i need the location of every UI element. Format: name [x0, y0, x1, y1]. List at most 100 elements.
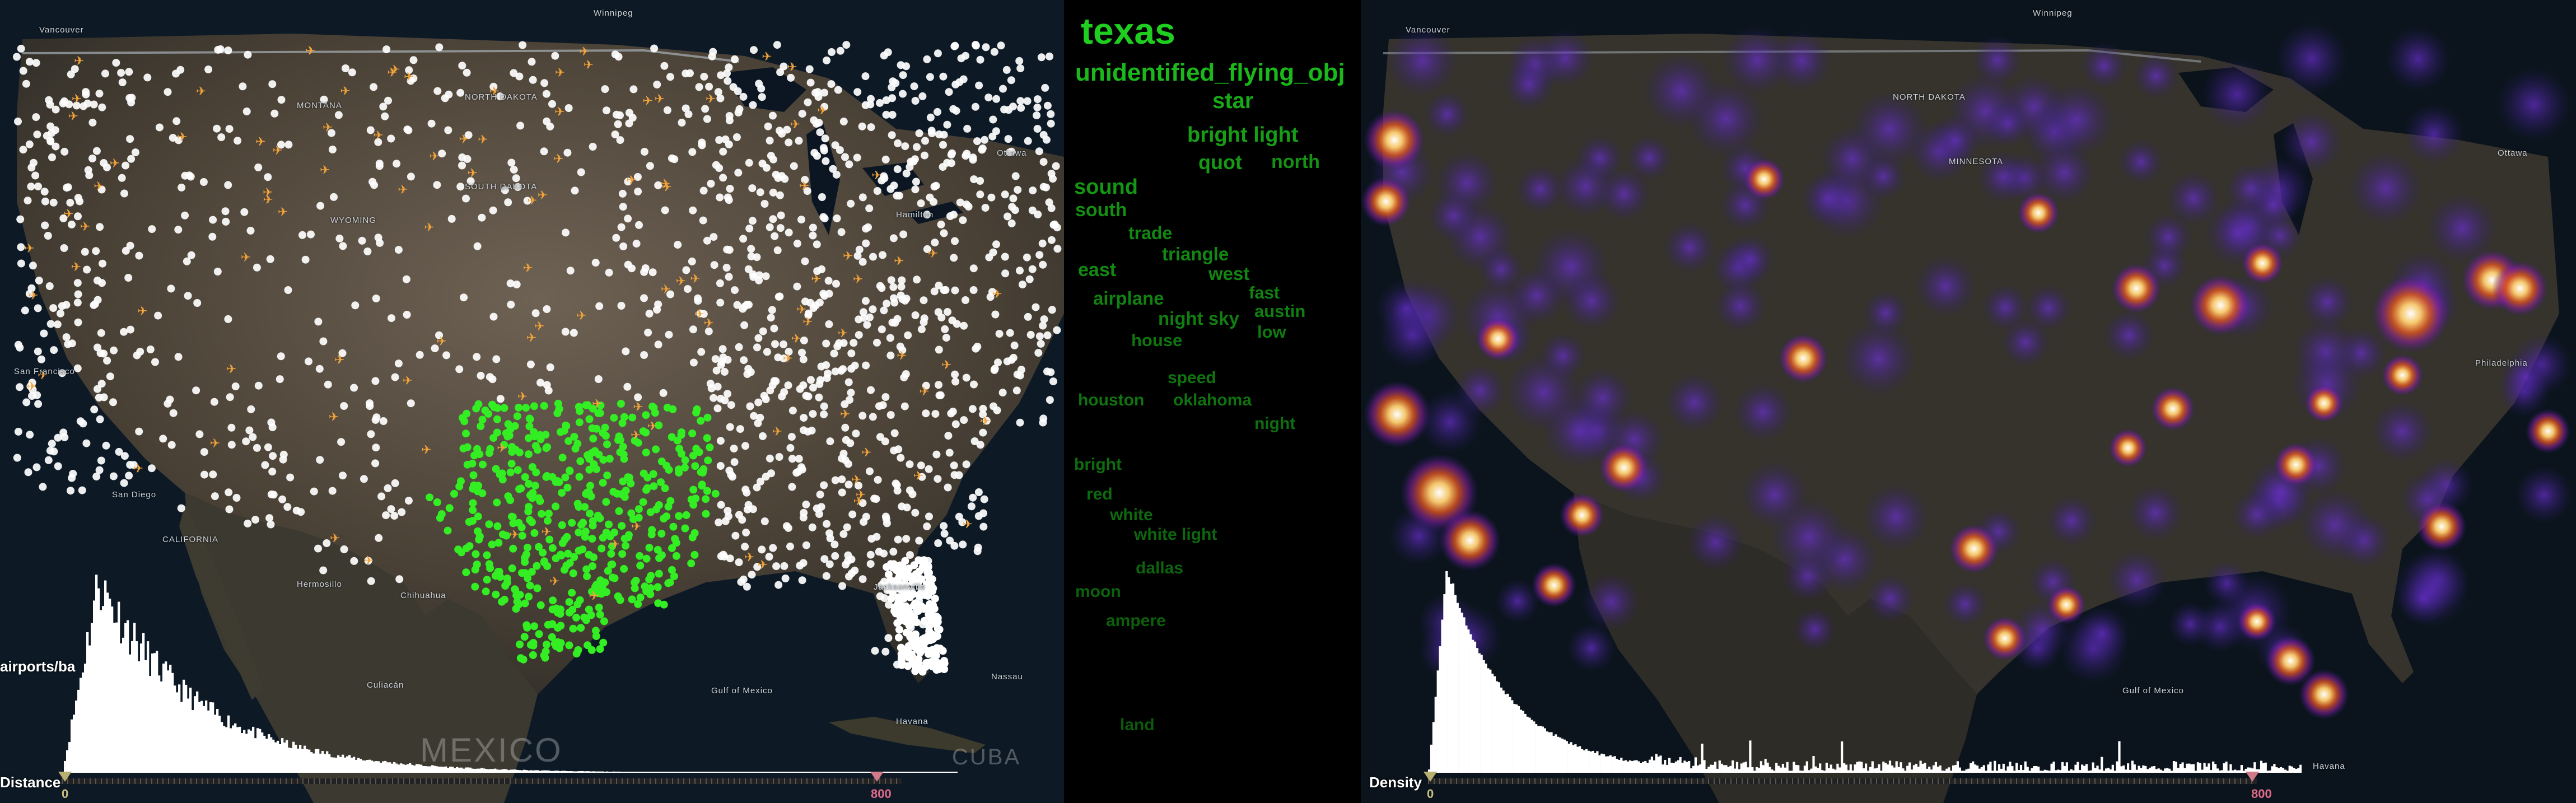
ufo-sighting-point	[34, 347, 42, 356]
ufo-sighting-point	[536, 379, 544, 387]
ufo-sighting-point	[328, 487, 337, 495]
place-label: SOUTH DAKOTA	[465, 182, 538, 192]
ufo-sighting-point	[68, 474, 76, 482]
word-cloud-term[interactable]: houston	[1078, 391, 1145, 409]
histogram-bar	[682, 772, 685, 773]
word-cloud-term[interactable]: triangle	[1162, 244, 1229, 264]
heat-spot	[2190, 274, 2251, 336]
ufo-sighting-point	[710, 261, 718, 269]
ufo-sighting-point	[381, 112, 389, 120]
word-cloud-term[interactable]: airplane	[1093, 288, 1164, 309]
word-cloud-term[interactable]: bright	[1074, 455, 1122, 474]
word-cloud-term[interactable]: house	[1131, 330, 1183, 350]
word-cloud-term[interactable]: south	[1075, 199, 1127, 221]
word-cloud-term[interactable]: speed	[1168, 368, 1216, 387]
ufo-sighting-point	[370, 83, 378, 91]
slider-max-handle[interactable]	[870, 772, 884, 782]
ufo-sighting-point	[589, 562, 596, 570]
histogram-bar	[124, 623, 127, 773]
ufo-sighting-point	[717, 361, 725, 369]
histogram-bar	[398, 764, 400, 773]
histogram-bar	[1866, 771, 1870, 773]
ufo-sighting-point	[458, 62, 466, 70]
heatmap-canvas[interactable]	[1361, 0, 2576, 803]
histogram-bar	[812, 772, 815, 773]
word-cloud-term[interactable]: texas	[1081, 10, 1175, 52]
word-cloud-term[interactable]: trade	[1128, 223, 1173, 243]
word-cloud-term[interactable]: bright light	[1187, 123, 1299, 147]
word-cloud-term[interactable]: white	[1110, 506, 1153, 524]
ufo-sighting-point	[409, 74, 418, 82]
word-cloud-term[interactable]: fast	[1249, 283, 1280, 302]
density-map[interactable]: Vancouver Winnipeg NORTH DAKOTA MINNESOT…	[1361, 0, 2576, 803]
slider-max-handle[interactable]	[2246, 772, 2259, 782]
word-cloud-term[interactable]: oklahoma	[1173, 391, 1252, 409]
ufo-sighting-point	[596, 402, 605, 409]
heat-spot	[2231, 489, 2283, 540]
histogram-bar	[2247, 767, 2250, 773]
histogram-bar	[1710, 764, 1712, 773]
word-cloud-term[interactable]: austin	[1254, 301, 1306, 321]
ufo-sighting-point	[350, 384, 358, 392]
histogram-bar	[1941, 771, 1944, 773]
heat-spot	[1375, 278, 1438, 340]
ufo-sighting-point	[624, 214, 632, 223]
histogram-bar	[431, 765, 434, 773]
ufo-sighting-point	[594, 375, 603, 383]
ufo-sighting-point	[474, 527, 482, 535]
ufo-sighting-point	[616, 111, 624, 119]
map-canvas[interactable]: ✈✈✈✈✈✈✈✈✈✈✈✈✈✈✈✈✈✈✈✈✈✈✈✈✈✈✈✈✈✈✈✈✈✈✈✈✈✈✈✈…	[0, 0, 1064, 803]
word-cloud-term[interactable]: west	[1208, 263, 1250, 284]
ufo-sighting-point	[979, 522, 988, 531]
ufo-sighting-point	[565, 641, 573, 650]
ufo-sighting-point	[820, 402, 828, 410]
word-cloud-term[interactable]: night sky	[1158, 308, 1239, 329]
word-cloud-term[interactable]: unidentified_flying_obj	[1075, 59, 1345, 86]
histogram-bar	[122, 637, 125, 773]
ufo-sighting-point	[902, 602, 910, 610]
ufo-sighting-point	[1023, 97, 1032, 105]
word-cloud-term[interactable]: land	[1120, 716, 1155, 734]
ufo-sighting-point	[204, 66, 213, 73]
ufo-sighting-point	[407, 399, 415, 408]
distance-slider[interactable]	[62, 778, 902, 784]
ufo-sighting-point	[826, 534, 834, 543]
ufo-sighting-point	[377, 492, 386, 501]
word-cloud-term[interactable]: ampere	[1106, 611, 1166, 630]
place-label: Nassau	[991, 672, 1023, 681]
ufo-sighting-point	[634, 393, 642, 402]
histogram-bar	[1478, 653, 1481, 773]
histogram-bar	[162, 664, 165, 773]
histogram-bar	[2043, 769, 2046, 773]
word-cloud-term[interactable]: dallas	[1136, 559, 1184, 577]
word-cloud-term[interactable]: east	[1078, 259, 1117, 281]
histogram-bar	[456, 767, 459, 773]
word-cloud-term[interactable]: white light	[1134, 525, 1217, 544]
slider-min-value: 0	[1427, 787, 1434, 801]
word-cloud-term[interactable]: north	[1271, 151, 1320, 172]
slider-min-handle[interactable]	[1424, 772, 1437, 782]
histogram-bar	[1450, 583, 1453, 773]
ufo-sighting-point	[873, 338, 881, 347]
histogram-bar	[543, 770, 546, 773]
histogram-bar	[2118, 741, 2121, 773]
ufo-sighting-point	[716, 394, 725, 403]
sightings-map[interactable]: ✈ ✈ ✈ ✈ ✈ ✈ ✈ ✈ ✈ ✈ ✈ ✈ ✈ ✈ ✈ ✈ ✈ ✈ ✈ ✈ ✈ ✈ ✈ ✈ ✈ ✈ ✈ ✈ ✈ ✈ ✈ ✈ ✈ ✈ ✈ ✈ ✈ ✈ ✈ ✈…	[0, 0, 1064, 803]
word-cloud-term[interactable]: quot	[1198, 151, 1242, 174]
word-cloud-term[interactable]: low	[1257, 322, 1286, 342]
airport-icon: ✈	[403, 374, 413, 388]
ufo-sighting-point	[464, 131, 473, 139]
word-cloud-term[interactable]: star	[1212, 88, 1254, 113]
histogram-bar	[1762, 765, 1765, 773]
airport-icon: ✈	[787, 60, 797, 74]
density-slider[interactable]	[1428, 778, 2257, 784]
word-cloud-term[interactable]: moon	[1075, 582, 1121, 601]
word-cloud-term[interactable]: red	[1086, 485, 1113, 503]
word-cloud-term[interactable]: night	[1254, 414, 1296, 433]
ufo-sighting-point	[998, 389, 1007, 397]
ufo-sighting-point	[575, 418, 584, 427]
slider-min-handle[interactable]	[58, 772, 72, 782]
histogram-bar	[241, 733, 244, 773]
word-cloud-term[interactable]: sound	[1074, 175, 1138, 199]
histogram-bar	[2103, 771, 2106, 773]
